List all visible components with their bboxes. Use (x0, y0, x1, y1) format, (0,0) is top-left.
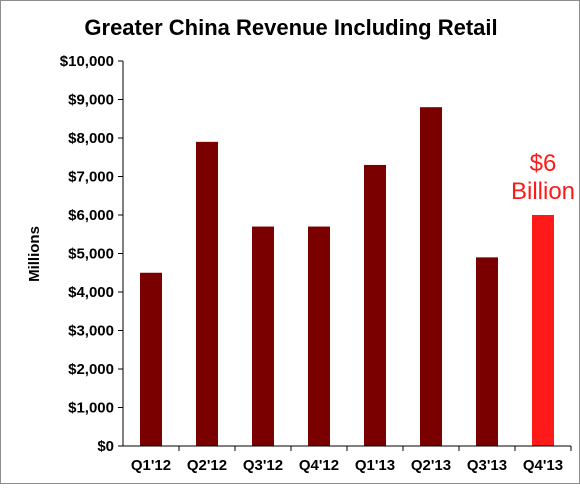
y-tick-label: $9,000 (68, 92, 114, 109)
bar (308, 226, 330, 446)
y-tick-label: $2,000 (68, 361, 114, 378)
chart-title: Greater China Revenue Including Retail (84, 15, 497, 40)
y-tick-label: $7,000 (68, 169, 114, 186)
annotation-line: $6 (530, 150, 557, 177)
bars (140, 107, 554, 446)
x-tick-label: Q3'13 (467, 457, 507, 474)
bar (252, 226, 274, 446)
y-tick-label: $0 (97, 438, 114, 455)
y-tick-label: $8,000 (68, 130, 114, 147)
x-tick-label: Q3'12 (243, 457, 283, 474)
y-tick-label: $10,000 (60, 53, 114, 70)
x-tick-label: Q1'12 (131, 457, 171, 474)
bar (196, 141, 218, 446)
y-axis-label: Millions (26, 226, 43, 282)
bar (364, 164, 386, 446)
y-tick-label: $3,000 (68, 323, 114, 340)
bar (140, 272, 162, 446)
y-tick-label: $6,000 (68, 207, 114, 224)
y-tick-label: $4,000 (68, 284, 114, 301)
bar (476, 257, 498, 446)
y-tick-label: $1,000 (68, 400, 114, 417)
bar (532, 215, 554, 446)
y-tick-label: $5,000 (68, 246, 114, 263)
x-tick-label: Q1'13 (355, 457, 395, 474)
annotation-line: Billion (511, 178, 575, 205)
x-tick-label: Q4'12 (299, 457, 339, 474)
x-tick-label: Q2'12 (187, 457, 227, 474)
x-tick-label: Q4'13 (523, 457, 563, 474)
x-axis-ticks: Q1'12 Q2'12 Q3'12 Q4'12 Q1'13 Q2'13 Q3'13 Q4'13 (131, 446, 572, 474)
y-axis-ticks: $0 $1,000 $2,000 $3,000 $4,000 $5,000 $6,000 $7… (60, 53, 123, 455)
bar (420, 107, 442, 446)
x-tick-label: Q2'13 (411, 457, 451, 474)
